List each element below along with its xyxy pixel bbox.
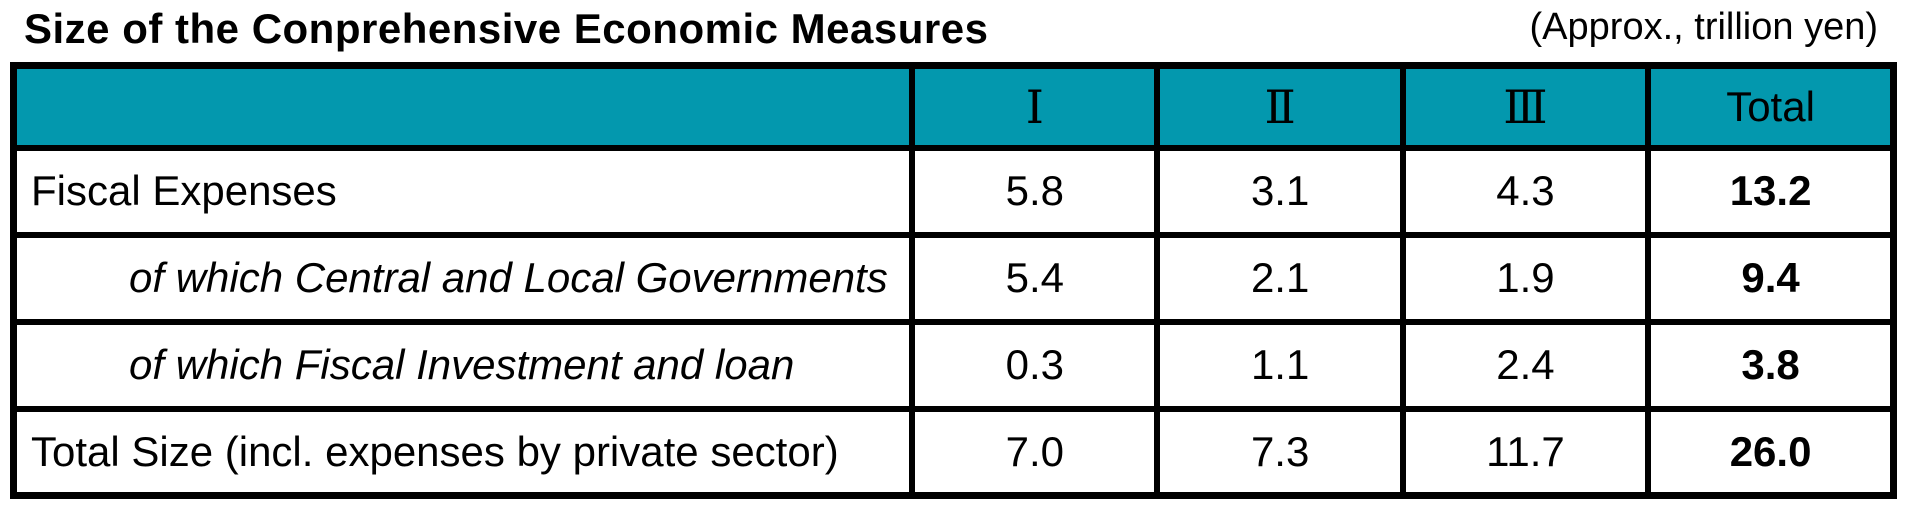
title-bar: Size of the Conprehensive Economic Measu… (0, 0, 1920, 62)
value-cell: 7.0 (909, 405, 1161, 499)
total-value-cell: 26.0 (1645, 405, 1897, 499)
value-cell: 7.3 (1154, 405, 1406, 499)
value-cell: 1.1 (1154, 318, 1406, 412)
header-row: Ⅰ Ⅱ Ⅲ Total (10, 62, 1897, 151)
unit-note: (Approx., trillion yen) (1529, 6, 1878, 48)
row-label: of which Central and Local Governments (10, 231, 916, 325)
value-cell: 0.3 (909, 318, 1161, 412)
total-value-cell: 13.2 (1645, 144, 1897, 238)
value-cell: 1.9 (1399, 231, 1652, 325)
table-row-central-local-governments: of which Central and Local Governments 5… (10, 231, 1897, 325)
economic-measures-table: Ⅰ Ⅱ Ⅲ Total Fiscal Expenses 5.8 3.1 4.3 … (10, 62, 1897, 499)
value-cell: 11.7 (1399, 405, 1652, 499)
value-cell: 3.1 (1154, 144, 1406, 238)
value-cell: 5.4 (909, 231, 1161, 325)
column-header-total: Total (1645, 62, 1897, 151)
corner-header-cell (10, 62, 916, 151)
total-value-cell: 3.8 (1645, 318, 1897, 412)
row-label: of which Fiscal Investment and loan (10, 318, 916, 412)
value-cell: 2.4 (1399, 318, 1652, 412)
page-title: Size of the Conprehensive Economic Measu… (24, 5, 989, 52)
table-row-fiscal-investment-loan: of which Fiscal Investment and loan 0.3 … (10, 318, 1897, 412)
value-cell: 5.8 (909, 144, 1161, 238)
total-value-cell: 9.4 (1645, 231, 1897, 325)
column-header-phase-3: Ⅲ (1399, 62, 1652, 151)
row-label: Fiscal Expenses (10, 144, 916, 238)
table-row-fiscal-expenses: Fiscal Expenses 5.8 3.1 4.3 13.2 (10, 144, 1897, 238)
column-header-phase-2: Ⅱ (1154, 62, 1406, 151)
value-cell: 2.1 (1154, 231, 1406, 325)
column-header-phase-1: Ⅰ (909, 62, 1161, 151)
value-cell: 4.3 (1399, 144, 1652, 238)
row-label: Total Size (incl. expenses by private se… (10, 405, 916, 499)
table-row-total-size: Total Size (incl. expenses by private se… (10, 405, 1897, 499)
